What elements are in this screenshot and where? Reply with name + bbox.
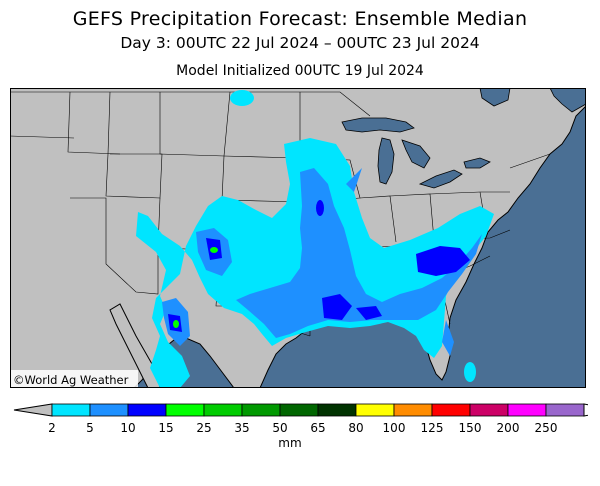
legend-tick-label: 50 (272, 421, 288, 435)
legend-tick-label: 125 (420, 421, 444, 435)
color-legend: 2 5 10 15 25 35 50 65 80 100 125 150 200 250 mm (10, 400, 600, 460)
credit: ©World Ag Weather (13, 373, 129, 387)
legend-swatch (241, 403, 281, 417)
legend-swatch (203, 403, 243, 417)
legend-tick-label: 5 (86, 421, 94, 435)
legend-swatch (89, 403, 129, 417)
legend-tick-label: 10 (120, 421, 136, 435)
legend-tick-label: 200 (496, 421, 520, 435)
legend-swatch (393, 403, 433, 417)
gulf-of-st-lawrence (549, 88, 586, 113)
legend-tick-label: 80 (348, 421, 364, 435)
legend-swatch (545, 403, 585, 417)
baja-california (109, 303, 161, 388)
legend-end-low (13, 403, 53, 417)
legend-swatch (279, 403, 319, 417)
canadian-waters (479, 88, 511, 107)
legend-swatch (355, 403, 395, 417)
legend-unit: mm (278, 436, 302, 450)
legend-tick-label: 15 (158, 421, 174, 435)
great-lakes (341, 117, 491, 189)
valid-period: Day 3: 00UTC 22 Jul 2024 – 00UTC 23 Jul … (120, 34, 480, 52)
legend-swatch (469, 403, 509, 417)
legend-tick-label: 150 (458, 421, 482, 435)
legend-tick-label: 100 (382, 421, 406, 435)
precip-15-25mm (173, 247, 218, 328)
legend-tick-label: 250 (534, 421, 558, 435)
legend-swatch (507, 403, 547, 417)
legend-swatch (165, 403, 205, 417)
legend-tick-label: 2 (48, 421, 56, 435)
legend-end-high (583, 403, 600, 417)
credit-box (10, 370, 138, 388)
legend-tick-label: 35 (234, 421, 250, 435)
legend-swatch (127, 403, 167, 417)
init-time: Model Initialized 00UTC 19 Jul 2024 (176, 63, 424, 79)
legend-swatch (431, 403, 471, 417)
legend-tick-label: 65 (310, 421, 326, 435)
legend-swatch (51, 403, 91, 417)
legend-tick-label: 25 (196, 421, 212, 435)
map-title: GEFS Precipitation Forecast: Ensemble Me… (72, 8, 528, 30)
precipitation-map: ©World Ag Weather (10, 88, 586, 388)
legend-swatch (317, 403, 357, 417)
